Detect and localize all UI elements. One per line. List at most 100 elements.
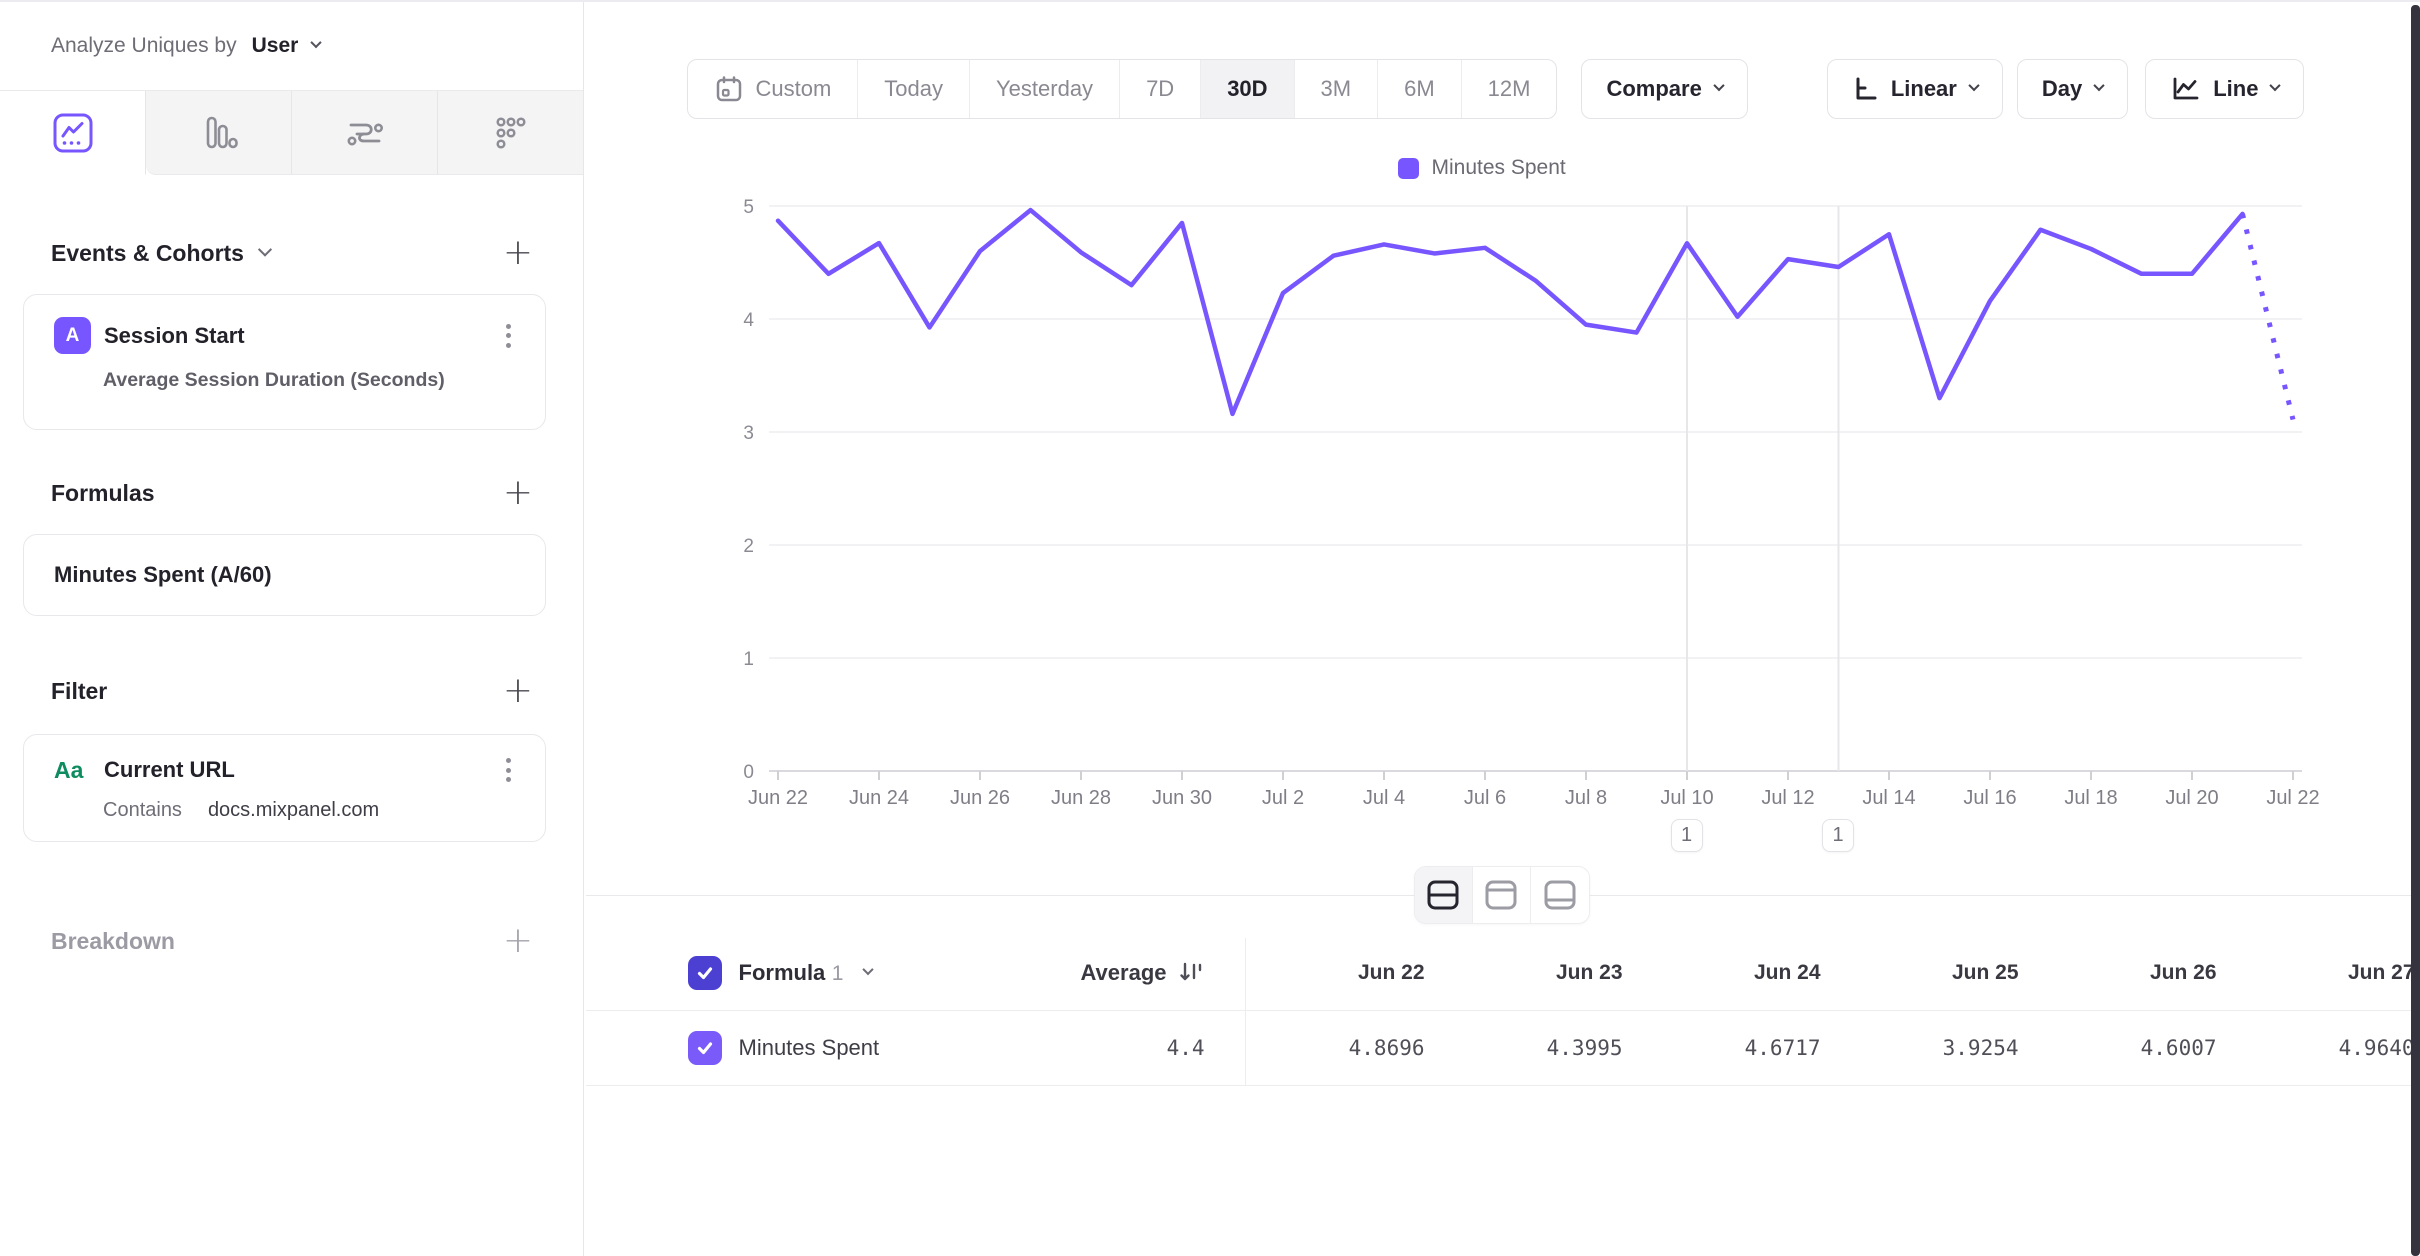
- table-only-view-icon: [1544, 880, 1575, 910]
- chart-type-button[interactable]: Line: [2145, 59, 2305, 119]
- formula-card[interactable]: Minutes Spent (A/60): [23, 534, 546, 616]
- x-axis-tick-label: Jul 18: [2064, 787, 2117, 809]
- annotation-chip[interactable]: 1: [1822, 819, 1854, 852]
- table-row: Minutes Spent 4.4 4.8696 4.3995 4.6717 3.92…: [585, 1011, 2420, 1086]
- table-date-header[interactable]: Jun 26: [2149, 961, 2217, 984]
- x-axis-tick-label: Jul 8: [1564, 787, 1606, 809]
- tab-flows[interactable]: [292, 91, 438, 175]
- select-all-checkbox[interactable]: [687, 956, 722, 990]
- analyze-value-dropdown[interactable]: User: [251, 34, 299, 57]
- filter-operator[interactable]: Contains: [103, 799, 182, 821]
- x-axis-tick-label: Jul 12: [1761, 787, 1814, 809]
- calendar-icon: [716, 76, 741, 102]
- y-axis-tick-label: 2: [743, 536, 754, 557]
- table-date-header[interactable]: Jun 23: [1555, 961, 1623, 984]
- series-checkbox[interactable]: [687, 1031, 722, 1065]
- add-formula-button[interactable]: +: [502, 472, 533, 513]
- chevron-down-icon: [1968, 79, 1980, 92]
- filter-card[interactable]: Aa Current URL Contains docs.mixpanel.co…: [23, 734, 546, 842]
- range-custom[interactable]: Custom: [688, 60, 859, 118]
- compare-label: Compare: [1606, 76, 1702, 101]
- chevron-down-icon[interactable]: [257, 242, 273, 257]
- y-axis-tick-label: 0: [743, 762, 754, 783]
- events-section-title: Events & Cohorts: [51, 239, 244, 266]
- range-6m[interactable]: 6M: [1378, 60, 1462, 118]
- x-axis-tick-label: Jun 24: [848, 787, 908, 809]
- bar-chart-icon: [206, 116, 238, 148]
- table-date-header[interactable]: Jun 25: [1951, 961, 2019, 984]
- event-name[interactable]: Session Start: [104, 322, 245, 348]
- date-range-control: Custom Today Yesterday 7D 30D 3M 6M 12M: [686, 59, 1558, 119]
- kebab-menu-icon[interactable]: [502, 754, 515, 786]
- compare-button[interactable]: Compare: [1581, 59, 1748, 119]
- sort-icon[interactable]: [1177, 959, 1205, 987]
- view-table-only-button[interactable]: [1530, 867, 1589, 923]
- x-axis-tick-label: Jun 22: [747, 787, 807, 809]
- range-30d[interactable]: 30D: [1201, 60, 1295, 118]
- add-filter-button[interactable]: +: [502, 670, 533, 711]
- add-breakdown-button[interactable]: +: [502, 920, 533, 961]
- range-yesterday[interactable]: Yesterday: [970, 60, 1121, 118]
- view-toggle: [1413, 866, 1590, 924]
- tab-insights[interactable]: [0, 91, 146, 175]
- visualization-tabs: [0, 90, 583, 175]
- event-card[interactable]: A Session Start Average Session Duration…: [23, 294, 546, 430]
- insights-line-chart-icon: [53, 113, 92, 152]
- x-axis-tick-label: Jul 4: [1362, 787, 1404, 809]
- line-chart-svg[interactable]: 0 1 2 3 4 5 Jun 22 Jun 24 Jun 26 Jun 28 Jun 30 Jul …: [586, 192, 2420, 852]
- chevron-down-icon: [310, 36, 322, 49]
- breakdown-section-header: Breakdown +: [51, 918, 533, 964]
- chart-type-label: Line: [2213, 76, 2259, 101]
- y-axis-tick-label: 4: [743, 310, 754, 331]
- table-date-header[interactable]: Jun 24: [1753, 961, 1821, 984]
- chevron-down-icon: [2093, 79, 2105, 92]
- retention-grid-icon: [495, 116, 526, 149]
- x-axis-tick-label: Jun 30: [1151, 787, 1211, 809]
- chevron-down-icon[interactable]: [862, 963, 875, 976]
- table-value-cell: 4.9640: [2338, 1036, 2415, 1060]
- filter-property-name[interactable]: Current URL: [104, 757, 235, 782]
- scale-button[interactable]: Linear: [1826, 59, 2003, 119]
- table-group-index: 1: [831, 962, 844, 985]
- formula-title[interactable]: Minutes Spent (A/60): [54, 562, 272, 587]
- flows-icon: [347, 123, 383, 145]
- chart-legend: Minutes Spent: [1397, 156, 1566, 180]
- series-name[interactable]: Minutes Spent: [738, 1035, 880, 1060]
- x-axis-tick-label: Jul 6: [1463, 787, 1505, 809]
- string-type-icon: Aa: [54, 756, 84, 783]
- query-builder-sidebar: Analyze Uniques by User: [0, 2, 584, 1256]
- table-date-header[interactable]: Jun 27: [2347, 961, 2415, 984]
- range-3m[interactable]: 3M: [1295, 60, 1379, 118]
- legend-swatch: [1397, 157, 1419, 179]
- x-axis-tick-label: Jun 28: [1050, 787, 1110, 809]
- event-metric[interactable]: Average Session Duration (Seconds): [103, 369, 445, 391]
- kebab-menu-icon[interactable]: [502, 320, 515, 352]
- table-column-divider: [1244, 938, 1246, 1086]
- tab-retention[interactable]: [438, 91, 583, 175]
- check-icon: [697, 967, 712, 980]
- table-date-header[interactable]: Jun 22: [1357, 961, 1425, 984]
- chevron-down-icon: [2269, 79, 2282, 92]
- formulas-section-header: Formulas +: [51, 470, 533, 516]
- x-axis-tick-label: Jul 14: [1862, 787, 1915, 809]
- annotation-chip[interactable]: 1: [1670, 819, 1703, 852]
- range-7d[interactable]: 7D: [1120, 60, 1202, 118]
- line-chart-icon: [2173, 77, 2199, 100]
- y-axis-tick-label: 3: [743, 423, 754, 444]
- granularity-button[interactable]: Day: [2016, 59, 2129, 119]
- line-chart: 0 1 2 3 4 5 Jun 22 Jun 24 Jun 26 Jun 28 Jun 30 Jul …: [586, 192, 2420, 892]
- table-header-dates: Jun 22 Jun 23 Jun 24 Jun 25 Jun 26 Jun 27: [1246, 961, 2415, 985]
- breakdown-section-title: Breakdown: [51, 927, 175, 954]
- table-group-label[interactable]: Formula: [738, 960, 826, 985]
- vertical-scrollbar[interactable]: [2411, 5, 2420, 1256]
- range-today[interactable]: Today: [858, 60, 971, 118]
- series-line-incomplete-dotted: [2239, 213, 2295, 421]
- average-column-header[interactable]: Average: [1080, 960, 1167, 985]
- add-event-button[interactable]: +: [502, 232, 533, 273]
- range-12m[interactable]: 12M: [1487, 76, 1531, 101]
- view-split-button[interactable]: [1414, 867, 1473, 923]
- tab-bar-chart[interactable]: [146, 91, 292, 175]
- filter-value[interactable]: docs.mixpanel.com: [207, 799, 380, 821]
- view-chart-only-button[interactable]: [1472, 867, 1531, 923]
- event-letter-badge: A: [54, 317, 91, 354]
